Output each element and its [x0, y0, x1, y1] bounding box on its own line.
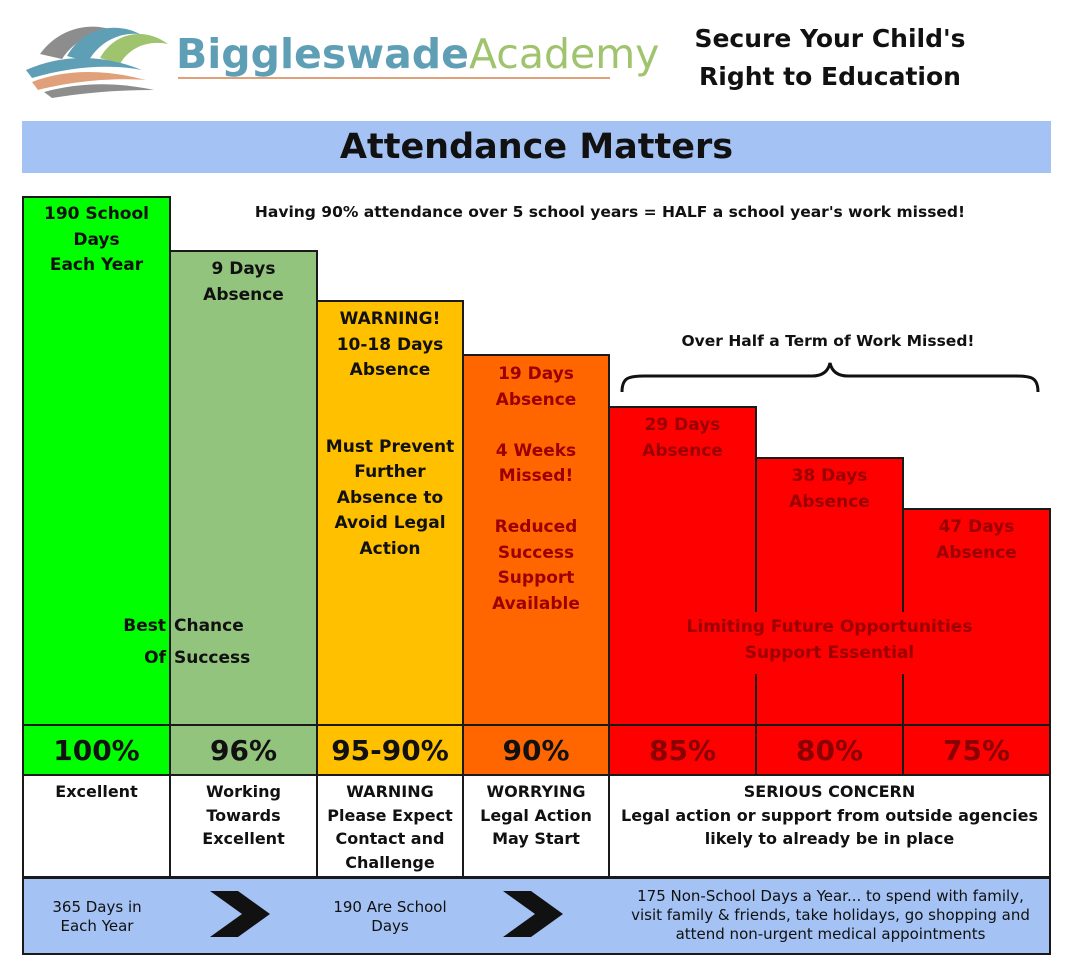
chevron-right-icon: [503, 891, 563, 937]
wave-logo-icon: [26, 26, 168, 98]
percent-85: 85%: [608, 724, 757, 776]
slogan: Secure Your Child's Right to Education: [640, 20, 1020, 96]
percent-100: 100%: [22, 724, 171, 776]
bar-label-100: 190 School Days Each Year: [43, 204, 149, 275]
best-text-right-1: Chance: [174, 616, 244, 636]
bar-90: 19 Days Absence 4 Weeks Missed! Reduced Suc…: [462, 354, 610, 726]
bar-96: 9 Days Absence: [169, 250, 318, 726]
headline: Having 90% attendance over 5 school year…: [254, 203, 966, 221]
slogan-line-2: Right to Education: [699, 62, 961, 91]
bar-label-95-90: WARNING! 10-18 Days Absence Must Prevent Fu…: [325, 309, 455, 559]
status-warning: WARNING Please Expect Contact and Challenge: [316, 774, 464, 878]
status-serious-concern: SERIOUS CONCERN Legal action or support f…: [608, 774, 1051, 878]
bar-label-96: 9 Days Absence: [203, 259, 284, 305]
logo-underline: [178, 77, 610, 79]
bar-label-80: 38 Days Absence: [789, 466, 870, 512]
logo-text-academy: Academy: [468, 30, 660, 78]
percent-90: 90%: [462, 724, 610, 776]
limiting-line-2: Support Essential: [744, 642, 915, 663]
serious-banner: Limiting Future Opportunities Support Es…: [610, 612, 1049, 674]
percent-96: 96%: [169, 724, 318, 776]
footer-non-school-days: 175 Non-School Days a Year... to spend w…: [631, 887, 1030, 943]
bar-label-75: 47 Days Absence: [936, 517, 1017, 563]
logo-text-biggleswade: Biggleswade: [176, 30, 469, 78]
chevron-right-icon: [210, 891, 270, 937]
bar-85: 29 Days Absence: [608, 406, 757, 726]
curly-brace-icon: [620, 362, 1040, 393]
bar-80: 38 Days Absence: [755, 457, 904, 726]
status-worrying: WORRYING Legal Action May Start: [462, 774, 610, 878]
brace-label: Over Half a Term of Work Missed!: [681, 332, 975, 350]
bar-100: 190 School Days Each Year: [22, 196, 171, 726]
best-text-right-2: Success: [174, 648, 251, 668]
footer-days-in-year: 365 Days in Each Year: [52, 898, 142, 935]
academy-logo: BiggleswadeAcademy: [22, 14, 659, 100]
bar-label-90: 19 Days Absence 4 Weeks Missed! Reduced Suc…: [492, 364, 580, 614]
percent-95-90: 95-90%: [316, 724, 464, 776]
bar-label-85: 29 Days Absence: [642, 415, 723, 461]
best-text-left-2: Of: [144, 648, 166, 668]
best-text-left-1: Best: [123, 616, 166, 636]
footer-band: 365 Days in Each Year 190 Are School Days …: [22, 877, 1051, 955]
percent-80: 80%: [755, 724, 904, 776]
status-working-towards: Working Towards Excellent: [169, 774, 318, 878]
percent-75: 75%: [902, 724, 1051, 776]
status-excellent: Excellent: [22, 774, 171, 878]
footer-school-days: 190 Are School Days: [333, 898, 447, 935]
bar-95-90: WARNING! 10-18 Days Absence Must Prevent Fu…: [316, 300, 464, 726]
limiting-line-1: Limiting Future Opportunities: [686, 617, 973, 637]
page-title: Attendance Matters: [22, 121, 1051, 173]
slogan-line-1: Secure Your Child's: [694, 24, 966, 53]
